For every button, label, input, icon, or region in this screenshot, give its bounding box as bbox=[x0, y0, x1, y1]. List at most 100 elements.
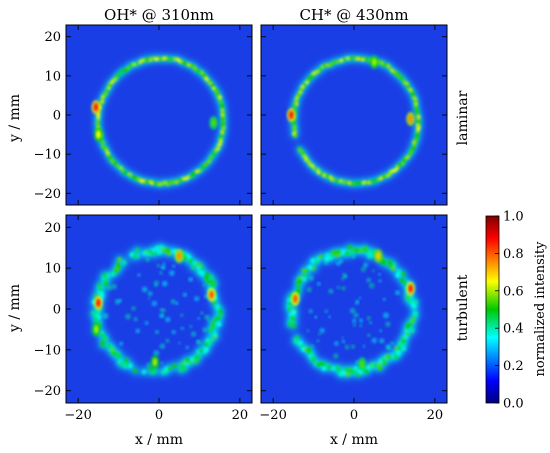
panel-1: −20 −10 0 10 20 bbox=[34, 24, 253, 206]
speckle bbox=[350, 344, 355, 349]
ring-point bbox=[335, 253, 341, 258]
ring-point bbox=[291, 323, 296, 328]
ring-point bbox=[110, 271, 116, 277]
y-tick-label: 0 bbox=[53, 109, 61, 124]
ring-point bbox=[321, 362, 326, 367]
ring-point bbox=[209, 274, 214, 280]
hotspot bbox=[408, 114, 413, 123]
x-axis-label-right: x / mm bbox=[330, 432, 378, 448]
ring-point bbox=[101, 275, 107, 281]
ring-point bbox=[100, 342, 105, 348]
ring-point bbox=[313, 167, 317, 172]
ring-point bbox=[395, 273, 401, 278]
speckle bbox=[156, 263, 161, 268]
speckle bbox=[336, 286, 340, 290]
speckle bbox=[328, 288, 334, 294]
ring-point bbox=[96, 314, 102, 320]
speckle bbox=[366, 315, 371, 321]
speckle bbox=[160, 313, 164, 317]
ring-point bbox=[331, 366, 336, 371]
ring-point bbox=[116, 354, 121, 360]
ring-point bbox=[341, 370, 346, 375]
speckle bbox=[193, 295, 200, 302]
speckle bbox=[180, 326, 185, 331]
ring-point bbox=[399, 277, 405, 283]
ring-point bbox=[396, 350, 401, 356]
speckle bbox=[144, 321, 149, 325]
speckle bbox=[188, 277, 193, 282]
ring-point bbox=[296, 284, 301, 290]
speckle bbox=[170, 299, 176, 305]
ring-point bbox=[191, 265, 196, 270]
speckle bbox=[335, 260, 341, 267]
speckle bbox=[378, 279, 382, 283]
ring-point bbox=[159, 245, 164, 250]
colorbar-tick-label: 0.4 bbox=[503, 322, 524, 337]
speckle bbox=[165, 316, 171, 323]
ring-point bbox=[402, 280, 408, 286]
speckle bbox=[343, 274, 348, 279]
hotspot bbox=[408, 284, 413, 293]
ring-point bbox=[403, 334, 408, 340]
ring-point bbox=[404, 328, 409, 334]
ring-point bbox=[123, 358, 129, 363]
panel-4: −20 0 20 bbox=[259, 214, 448, 423]
speckle bbox=[341, 336, 344, 339]
ring-point bbox=[390, 354, 396, 359]
speckle bbox=[390, 341, 394, 345]
speckle bbox=[207, 319, 211, 323]
x-tick-label: 20 bbox=[427, 408, 444, 423]
hotspot bbox=[96, 130, 101, 139]
ring-point bbox=[294, 102, 299, 106]
ring-point bbox=[134, 247, 140, 253]
ring-point bbox=[212, 300, 217, 306]
speckle bbox=[316, 339, 320, 343]
ring-point bbox=[210, 322, 216, 328]
colorbar-tick-label: 0.8 bbox=[503, 247, 524, 262]
speckle bbox=[154, 330, 160, 335]
ring-point bbox=[221, 121, 225, 125]
hotspot bbox=[372, 58, 377, 67]
ring-point bbox=[401, 346, 406, 351]
ring-point bbox=[217, 313, 223, 318]
speckle bbox=[182, 292, 188, 297]
hotspot bbox=[177, 251, 182, 260]
ring-point bbox=[328, 255, 333, 260]
ring-point bbox=[311, 357, 316, 363]
speckle bbox=[159, 343, 166, 350]
speckle bbox=[359, 323, 363, 328]
ring-point bbox=[335, 365, 341, 370]
ring-point bbox=[345, 372, 350, 377]
speckle bbox=[125, 313, 131, 320]
ring-point bbox=[148, 366, 154, 371]
speckle bbox=[318, 332, 321, 336]
ring-point bbox=[397, 345, 402, 351]
ring-point bbox=[287, 322, 292, 327]
speckle bbox=[382, 312, 389, 319]
ring-point bbox=[327, 63, 331, 68]
speckle bbox=[386, 345, 392, 351]
ring-point bbox=[141, 369, 147, 375]
x-tick-label: −20 bbox=[259, 408, 286, 423]
colorbar-tick-label: 0.0 bbox=[503, 397, 524, 412]
ring-point bbox=[321, 366, 327, 371]
ring-point bbox=[410, 317, 416, 322]
speckle bbox=[341, 277, 345, 281]
ring-point bbox=[396, 72, 401, 76]
y-tick-label: 10 bbox=[44, 262, 61, 277]
speckle bbox=[196, 339, 202, 346]
ring-point bbox=[216, 146, 221, 151]
speckle bbox=[137, 273, 141, 277]
speckle bbox=[363, 262, 369, 268]
ring-point bbox=[413, 299, 418, 305]
ring-point bbox=[311, 71, 316, 76]
speckle bbox=[355, 299, 360, 303]
ring-point bbox=[347, 245, 352, 250]
ring-point bbox=[410, 328, 415, 333]
colorbar-tick-label: 0.2 bbox=[503, 359, 524, 374]
hotspot bbox=[359, 360, 365, 369]
hotspot bbox=[94, 325, 99, 334]
speckle bbox=[178, 341, 181, 345]
ring-point bbox=[212, 332, 218, 337]
